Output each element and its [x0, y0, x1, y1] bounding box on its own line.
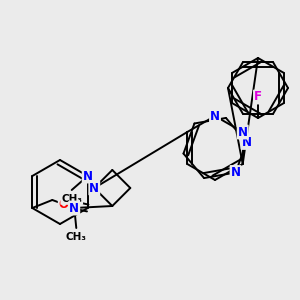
Text: N: N — [242, 136, 251, 149]
Text: N: N — [210, 110, 220, 122]
Text: N: N — [231, 166, 241, 179]
Text: N: N — [69, 202, 79, 214]
Text: CH₃: CH₃ — [61, 194, 82, 204]
Text: N: N — [83, 169, 93, 182]
Text: CH₃: CH₃ — [66, 232, 87, 242]
Text: N: N — [89, 182, 99, 194]
Text: F: F — [254, 91, 262, 103]
Text: N: N — [238, 125, 248, 139]
Text: O: O — [59, 197, 69, 211]
